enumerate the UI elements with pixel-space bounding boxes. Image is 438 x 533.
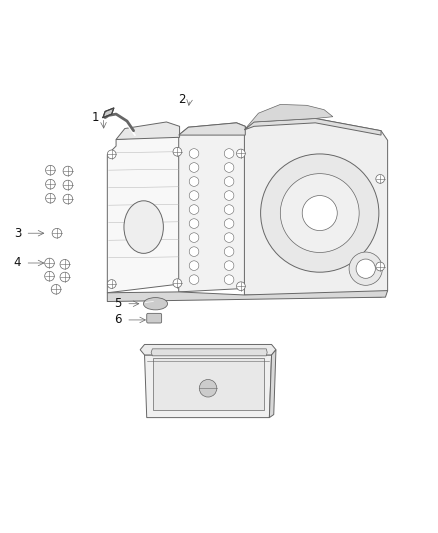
Circle shape — [376, 174, 385, 183]
Circle shape — [45, 258, 54, 268]
Circle shape — [107, 280, 116, 288]
Circle shape — [189, 275, 199, 285]
Text: 6: 6 — [114, 313, 122, 326]
Circle shape — [51, 285, 61, 294]
Circle shape — [237, 149, 245, 158]
Polygon shape — [179, 123, 245, 292]
Polygon shape — [107, 290, 388, 302]
Circle shape — [60, 260, 70, 269]
Circle shape — [261, 154, 379, 272]
Circle shape — [189, 247, 199, 256]
Circle shape — [189, 219, 199, 229]
Circle shape — [63, 180, 73, 190]
Circle shape — [107, 150, 116, 159]
Circle shape — [52, 229, 62, 238]
Circle shape — [237, 282, 245, 290]
Circle shape — [224, 233, 234, 243]
FancyBboxPatch shape — [147, 313, 162, 323]
Circle shape — [199, 379, 217, 397]
Circle shape — [224, 163, 234, 172]
Polygon shape — [179, 123, 245, 135]
Circle shape — [189, 205, 199, 214]
Polygon shape — [244, 104, 333, 130]
Circle shape — [376, 262, 385, 271]
Polygon shape — [151, 349, 267, 356]
Circle shape — [189, 261, 199, 270]
Circle shape — [224, 177, 234, 187]
Circle shape — [46, 193, 55, 203]
Circle shape — [356, 259, 375, 278]
Circle shape — [224, 261, 234, 270]
Circle shape — [189, 163, 199, 172]
Ellipse shape — [143, 297, 167, 310]
Circle shape — [280, 174, 359, 253]
Circle shape — [224, 219, 234, 229]
Polygon shape — [269, 350, 276, 418]
Circle shape — [302, 196, 337, 231]
Circle shape — [63, 194, 73, 204]
Circle shape — [189, 233, 199, 243]
Polygon shape — [140, 344, 276, 355]
Circle shape — [173, 279, 182, 287]
Circle shape — [63, 166, 73, 176]
Polygon shape — [103, 108, 114, 118]
Circle shape — [224, 149, 234, 158]
Text: 1: 1 — [92, 111, 99, 124]
Circle shape — [60, 272, 70, 282]
Text: 2: 2 — [178, 93, 186, 106]
Circle shape — [189, 177, 199, 187]
Circle shape — [45, 271, 54, 281]
Polygon shape — [244, 118, 388, 297]
Text: 4: 4 — [14, 256, 21, 270]
Polygon shape — [116, 122, 180, 140]
Circle shape — [46, 165, 55, 175]
Circle shape — [224, 275, 234, 285]
FancyBboxPatch shape — [153, 359, 264, 410]
Circle shape — [224, 247, 234, 256]
Polygon shape — [107, 135, 180, 293]
Circle shape — [224, 191, 234, 200]
Circle shape — [224, 205, 234, 214]
Polygon shape — [244, 118, 381, 135]
Ellipse shape — [124, 201, 163, 253]
Circle shape — [173, 147, 182, 156]
Circle shape — [189, 191, 199, 200]
Circle shape — [189, 149, 199, 158]
Circle shape — [349, 252, 382, 285]
Polygon shape — [145, 355, 272, 418]
Circle shape — [46, 179, 55, 189]
Text: 5: 5 — [115, 297, 122, 310]
Text: 3: 3 — [14, 227, 21, 240]
